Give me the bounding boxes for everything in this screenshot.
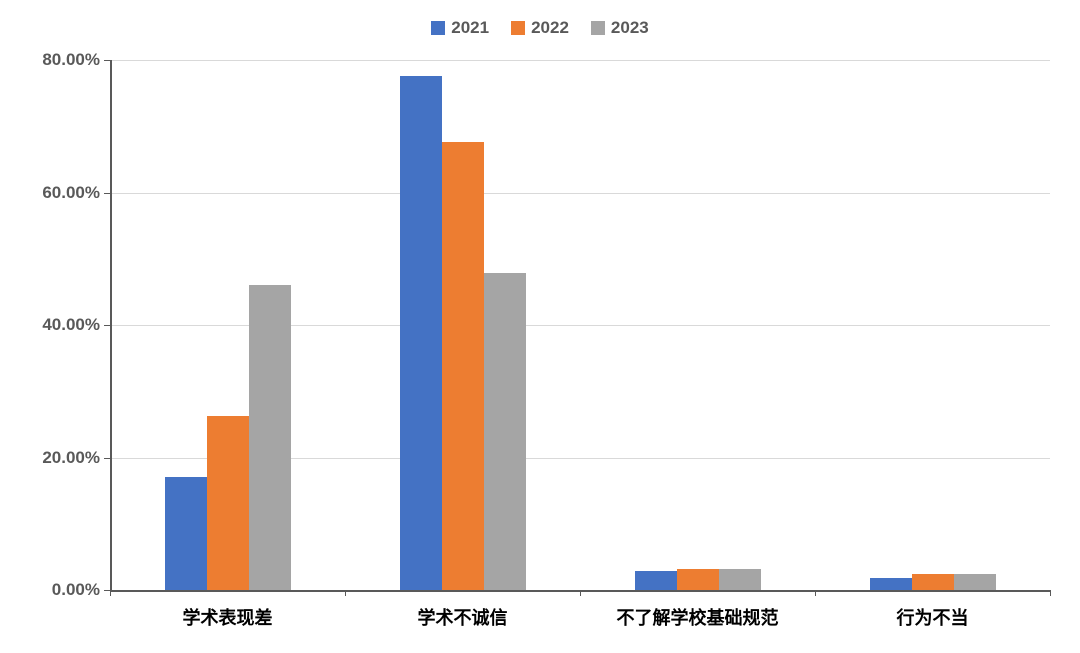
bar bbox=[484, 273, 526, 590]
category-group: 行为不当 bbox=[815, 60, 1050, 590]
legend-swatch-2022 bbox=[511, 21, 525, 35]
bar bbox=[249, 285, 291, 590]
bars-wrap bbox=[110, 60, 345, 590]
category-label: 不了解学校基础规范 bbox=[617, 604, 779, 630]
bar bbox=[442, 142, 484, 590]
y-tick-label: 20.00% bbox=[42, 448, 100, 468]
y-tick-label: 0.00% bbox=[52, 580, 100, 600]
x-tick-mark bbox=[110, 590, 111, 596]
bar bbox=[870, 578, 912, 590]
category-group: 学术表现差 bbox=[110, 60, 345, 590]
bar bbox=[912, 574, 954, 590]
category-label: 行为不当 bbox=[897, 604, 969, 630]
chart-container: 2021 2022 2023 0.00%20.00%40.00%60.00%80… bbox=[0, 0, 1080, 653]
y-tick-label: 60.00% bbox=[42, 183, 100, 203]
bar bbox=[635, 571, 677, 590]
x-tick-mark bbox=[1050, 590, 1051, 596]
bar bbox=[400, 76, 442, 590]
legend-item-2022: 2022 bbox=[511, 18, 569, 38]
category-label: 学术表现差 bbox=[183, 604, 273, 630]
legend-label-2022: 2022 bbox=[531, 18, 569, 38]
bars-wrap bbox=[345, 60, 580, 590]
legend-item-2021: 2021 bbox=[431, 18, 489, 38]
category-group: 学术不诚信 bbox=[345, 60, 580, 590]
y-tick-label: 40.00% bbox=[42, 315, 100, 335]
bar bbox=[677, 569, 719, 590]
x-tick-mark bbox=[345, 590, 346, 596]
bar bbox=[207, 416, 249, 590]
legend-label-2021: 2021 bbox=[451, 18, 489, 38]
bar bbox=[719, 569, 761, 590]
bars-wrap bbox=[815, 60, 1050, 590]
legend-item-2023: 2023 bbox=[591, 18, 649, 38]
bar bbox=[954, 574, 996, 590]
x-tick-mark bbox=[815, 590, 816, 596]
legend-swatch-2021 bbox=[431, 21, 445, 35]
chart-legend: 2021 2022 2023 bbox=[0, 0, 1080, 38]
bar bbox=[165, 477, 207, 590]
legend-label-2023: 2023 bbox=[611, 18, 649, 38]
x-tick-mark bbox=[580, 590, 581, 596]
legend-swatch-2023 bbox=[591, 21, 605, 35]
category-label: 学术不诚信 bbox=[418, 604, 508, 630]
category-group: 不了解学校基础规范 bbox=[580, 60, 815, 590]
y-tick-label: 80.00% bbox=[42, 50, 100, 70]
bars-wrap bbox=[580, 60, 815, 590]
plot-area: 0.00%20.00%40.00%60.00%80.00%学术表现差学术不诚信不… bbox=[110, 60, 1050, 590]
